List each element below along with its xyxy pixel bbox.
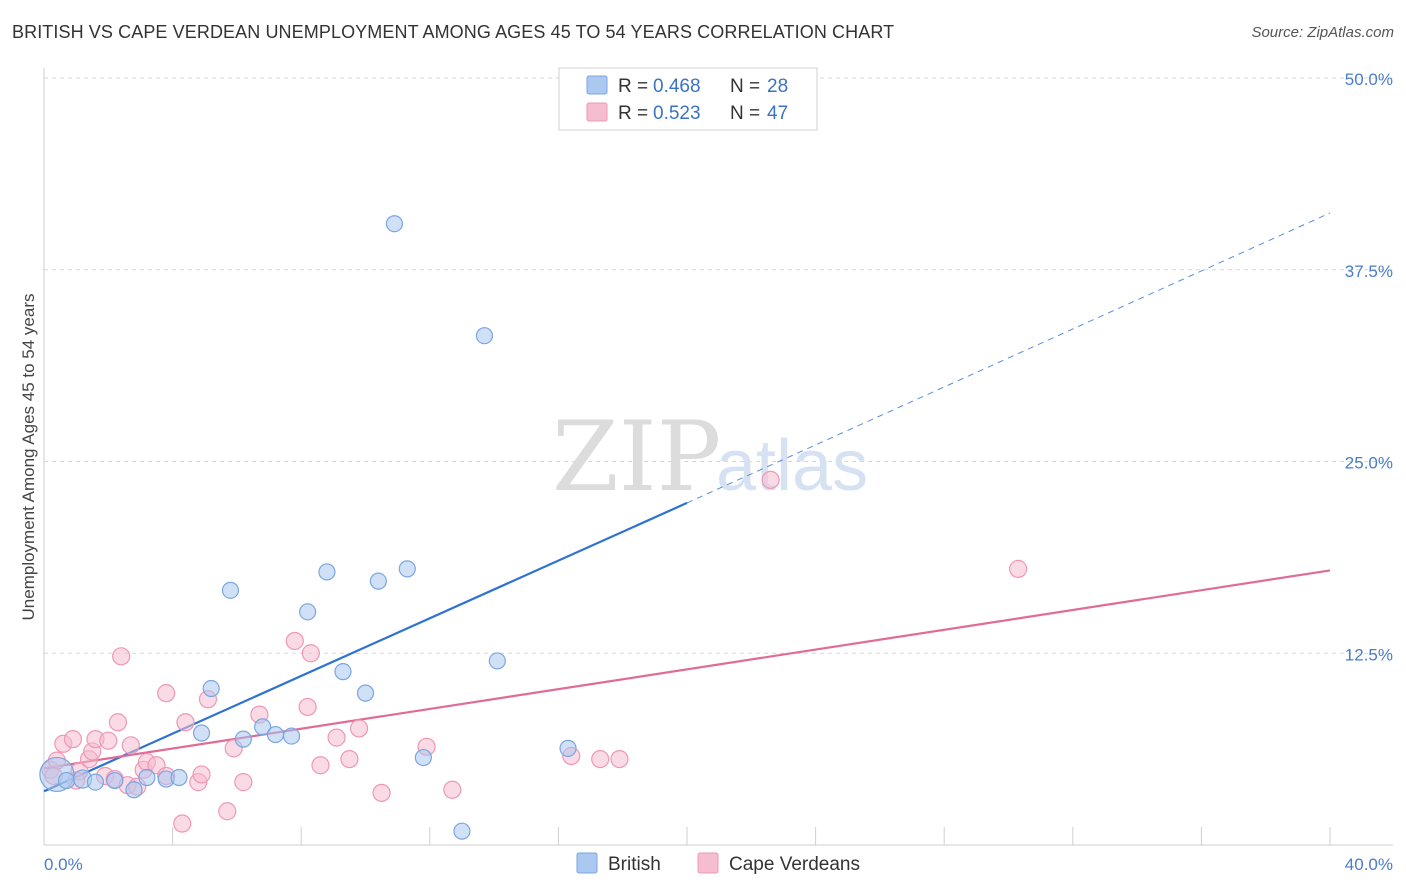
series-legend: British Cape Verdeans [576, 852, 860, 875]
x-tick-label: 0.0% [44, 855, 83, 874]
cape-r-label: R = [618, 103, 648, 124]
cape-point [372, 783, 391, 802]
british-point [86, 773, 105, 791]
cape-n-label: N = [730, 103, 760, 124]
cape-point [1009, 559, 1028, 578]
british-point [414, 748, 432, 767]
british-point [356, 684, 375, 702]
british-point [488, 652, 506, 670]
cape-point [173, 814, 192, 833]
source-label: Source: ZipAtlas.com [1251, 24, 1394, 41]
british-points [39, 215, 577, 840]
cape-point [108, 713, 128, 732]
stats-legend: R = 0.468 N = 28 R = 0.523 N = 47 [558, 67, 818, 131]
cape-point [298, 697, 317, 717]
cape-point [63, 730, 83, 749]
british-r-label: R = [618, 76, 648, 97]
british-point [559, 739, 577, 757]
british-point [234, 730, 252, 748]
y-tick-label: 37.5% [1345, 262, 1393, 281]
cape-n-value: 47 [767, 103, 788, 124]
cape-point [311, 756, 330, 775]
british-point [475, 327, 494, 345]
british-point [398, 560, 416, 578]
cape-point [591, 749, 610, 769]
y-tick-labels: 12.5% 25.0% 37.5% 50.0% [1345, 70, 1393, 664]
cape-point [99, 731, 118, 750]
y-tick-label: 25.0% [1345, 454, 1393, 473]
x-tick-labels: 0.0% 40.0% [44, 855, 1393, 874]
cape-r-value: 0.523 [653, 103, 701, 124]
cape-verdean-points [41, 470, 1028, 833]
cape-point [218, 802, 237, 821]
british-point [385, 215, 404, 233]
british-point [334, 663, 352, 681]
cape-point [192, 765, 211, 784]
cape-trend-line [43, 569, 1331, 770]
cape-series-label: Cape Verdeans [729, 854, 860, 875]
grid [43, 68, 1393, 846]
british-point [254, 718, 272, 736]
british-legend-swatch [586, 75, 608, 95]
x-tick-label: 40.0% [1345, 855, 1393, 874]
cape-point [176, 713, 195, 732]
y-tick-label: 12.5% [1345, 645, 1393, 664]
cape-point [610, 749, 629, 769]
british-n-label: N = [730, 76, 760, 97]
cape-point [157, 684, 176, 703]
watermark-zip: ZIP [552, 401, 721, 513]
british-point [453, 822, 471, 840]
watermark-atlas: atlas [716, 426, 868, 506]
british-point [106, 771, 124, 790]
cape-point [301, 644, 320, 663]
british-point [192, 724, 211, 742]
cape-legend-swatch [586, 102, 608, 122]
british-series-swatch [576, 852, 598, 874]
cape-series-swatch [697, 852, 719, 874]
cape-point [112, 647, 131, 666]
british-n-value: 28 [767, 76, 788, 97]
british-point [125, 781, 143, 799]
british-point [266, 725, 285, 744]
british-point [282, 727, 301, 745]
british-series-label: British [608, 854, 661, 875]
trend-lines [43, 212, 1331, 793]
british-point [369, 572, 387, 590]
cape-point [443, 780, 462, 799]
y-axis-label: Unemployment Among Ages 45 to 54 years [19, 294, 38, 621]
watermark: ZIP atlas [552, 401, 868, 513]
british-point [57, 771, 76, 790]
british-point [221, 581, 240, 599]
british-point [202, 679, 220, 698]
cape-point [234, 773, 253, 792]
cape-point [327, 728, 346, 747]
british-r-value: 0.468 [653, 76, 701, 97]
chart-title: BRITISH VS CAPE VERDEAN UNEMPLOYMENT AMO… [12, 22, 895, 42]
cape-point [285, 631, 304, 651]
cape-point [761, 470, 780, 490]
british-point [138, 768, 156, 787]
british-trend-line [43, 501, 688, 793]
british-point [318, 563, 336, 581]
british-point [299, 603, 317, 621]
cape-point [340, 749, 359, 769]
cape-point [349, 719, 369, 738]
british-trend-extension [686, 212, 1331, 504]
cape-point [121, 736, 140, 755]
british-point [170, 768, 188, 787]
y-tick-label: 50.0% [1345, 70, 1393, 89]
